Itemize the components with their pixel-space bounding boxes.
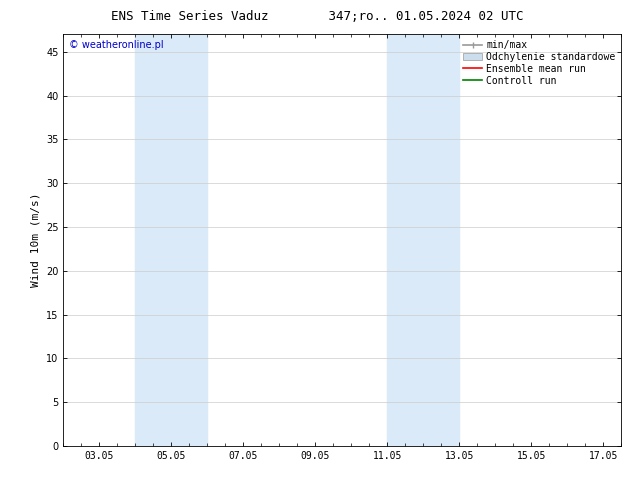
Legend: min/max, Odchylenie standardowe, Ensemble mean run, Controll run: min/max, Odchylenie standardowe, Ensembl… xyxy=(459,36,619,90)
Bar xyxy=(387,34,460,446)
Text: © weatheronline.pl: © weatheronline.pl xyxy=(69,41,164,50)
Bar xyxy=(136,34,207,446)
Y-axis label: Wind 10m (m/s): Wind 10m (m/s) xyxy=(30,193,41,287)
Text: ENS Time Series Vaduz        347;ro.. 01.05.2024 02 UTC: ENS Time Series Vaduz 347;ro.. 01.05.202… xyxy=(111,10,523,23)
